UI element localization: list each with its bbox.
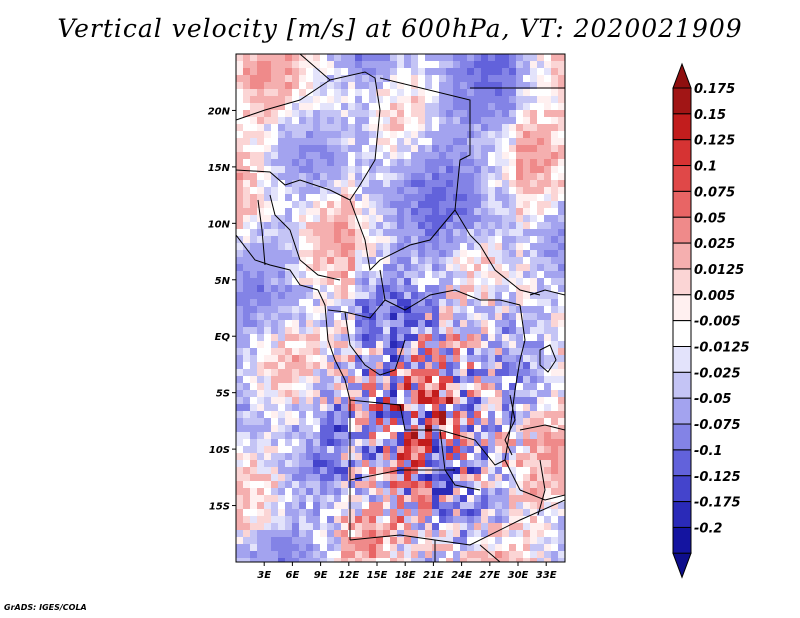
colorbar-swatch [672,242,692,270]
colorbar-label: -0.175 [694,496,741,511]
colorbar-swatch [672,397,692,425]
colorbar-label: 0.15 [694,108,726,123]
colorbar-label: 0.005 [694,289,735,304]
colorbar-label: 0.025 [694,237,735,252]
colorbar-swatch [672,268,692,296]
lat-tick-label: 15N [208,163,231,174]
colorbar-label: -0.0125 [694,341,750,356]
lon-tick-label: 21E [423,570,444,581]
colorbar-label: -0.025 [694,366,741,381]
colorbar-swatch [672,526,692,554]
colorbar-swatch [672,87,692,115]
lat-tick-label: 10N [208,219,231,230]
colorbar-label: -0.005 [694,315,741,330]
colorbar-swatch [672,346,692,373]
lon-tick-label: 3E [257,570,271,581]
lon-tick-label: 18E [395,570,416,581]
longitude-axis: 3E 6E 9E 12E 15E 18E 21E 24E 27E 30E 33E [257,562,557,581]
colorbar-swatch [672,294,692,322]
colorbar-swatch [672,501,692,528]
colorbar-swatch [672,165,692,192]
colorbar-label: 0.175 [694,82,735,97]
plot-title: Vertical velocity [m/s] at 600hPa, VT: 2… [57,14,743,43]
credit-label: GrADS: IGES/COLA [4,603,87,612]
lat-tick-label: 5N [215,276,231,287]
lat-tick-label: 10S [209,445,230,456]
colorbar-bottom-arrow [672,552,692,579]
colorbar-swatch [672,371,692,399]
colorbar-label: -0.2 [694,521,722,536]
colorbar-swatch [672,320,692,347]
colorbar-swatch [672,475,692,503]
colorbar-label: -0.1 [694,444,722,459]
colorbar-label: 0.05 [694,211,726,226]
colorbar-swatch [672,216,692,244]
colorbar-swatch [672,139,692,167]
colorbar-swatch [672,190,692,218]
lon-tick-label: 12E [338,570,359,581]
lat-tick-label: 5S [216,389,230,400]
colorbar-label: 0.0125 [694,263,744,278]
colorbar-label: 0.1 [694,160,717,175]
velocity-field [236,54,565,562]
lon-tick-label: 24E [451,570,472,581]
colorbar-top-arrow [672,62,692,89]
colorbar-label: 0.125 [694,134,735,149]
colorbar-label: 0.075 [694,185,735,200]
colorbar-swatch [672,423,692,451]
lon-tick-label: 33E [536,570,557,581]
latitude-axis: 20N 15N 10N 5N EQ 5S 10S 15S [208,106,236,513]
lon-tick-label: 6E [286,570,300,581]
colorbar-swatch [672,113,692,141]
lon-tick-label: 15E [367,570,388,581]
lon-tick-label: 30E [508,570,529,581]
colorbar-label: -0.075 [694,418,741,433]
country-borders [236,54,565,562]
colorbar-label: -0.125 [694,470,741,485]
lon-tick-label: 27E [479,570,500,581]
lon-tick-label: 9E [314,570,328,581]
lat-tick-label: 15S [209,502,230,513]
colorbar: 0.175 0.15 0.125 0.1 0.075 0.05 0.025 0.0125 0.0… [672,62,750,579]
colorbar-swatch [672,449,692,477]
colorbar-label: -0.05 [694,392,731,407]
lat-tick-label: 20N [208,106,231,117]
lat-tick-label: EQ [215,332,231,343]
